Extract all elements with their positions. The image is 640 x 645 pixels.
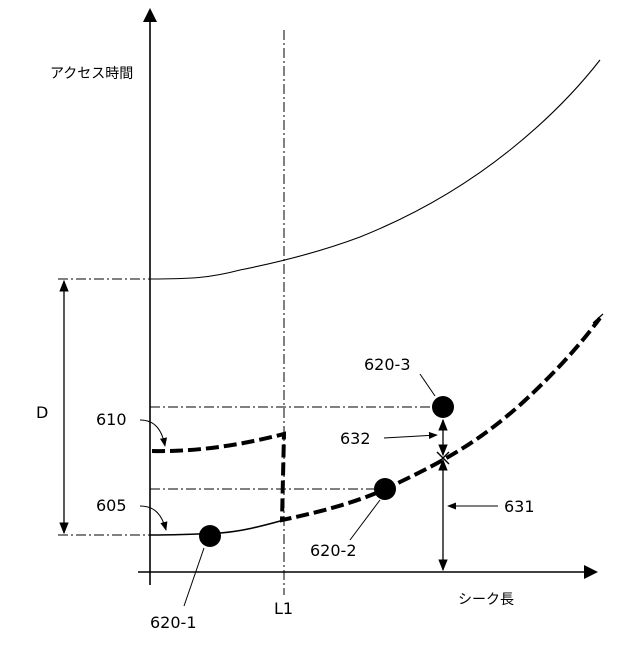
upper-curve — [150, 60, 600, 279]
label-631: 631 — [504, 497, 535, 516]
label-610: 610 — [96, 410, 127, 429]
l1-label: L1 — [274, 599, 293, 618]
label-620-1: 620-1 — [150, 613, 197, 632]
y-axis — [143, 8, 157, 585]
leader-620-3 — [420, 374, 435, 396]
x-axis — [138, 565, 598, 579]
leader-620-2 — [350, 500, 380, 540]
leader-620-1 — [184, 548, 204, 606]
label-620-2: 620-2 — [310, 541, 357, 560]
point-620-3 — [432, 396, 454, 418]
leader-605 — [140, 506, 166, 530]
leader-632 — [384, 435, 437, 438]
x-axis-label: シーク長 — [458, 592, 514, 608]
d-label: D — [36, 403, 48, 422]
point-620-1 — [199, 525, 221, 547]
leader-610 — [140, 420, 165, 446]
label-620-3: 620-3 — [364, 355, 411, 374]
label-632: 632 — [340, 429, 371, 448]
point-620-2 — [374, 478, 396, 500]
label-605: 605 — [96, 496, 127, 515]
y-axis-label: アクセス時間 — [50, 66, 133, 82]
